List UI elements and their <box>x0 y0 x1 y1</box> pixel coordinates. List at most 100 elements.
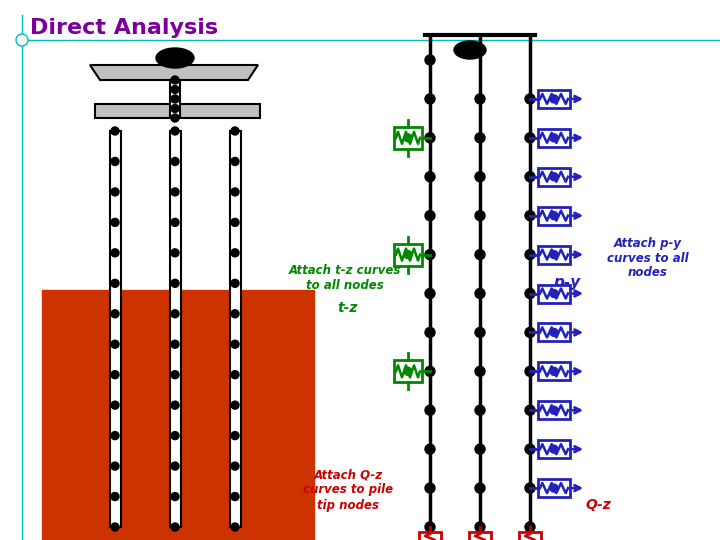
Bar <box>538 129 570 147</box>
Circle shape <box>550 95 558 103</box>
Circle shape <box>171 340 179 348</box>
Circle shape <box>550 173 558 181</box>
Bar <box>538 479 570 497</box>
Circle shape <box>111 127 119 135</box>
Circle shape <box>425 483 435 493</box>
Circle shape <box>111 401 119 409</box>
Text: Q-z: Q-z <box>585 498 611 512</box>
Text: p-y: p-y <box>553 274 580 289</box>
Circle shape <box>171 401 179 409</box>
Circle shape <box>425 366 435 376</box>
Circle shape <box>475 249 485 260</box>
Bar <box>394 244 422 266</box>
Bar <box>170 80 180 118</box>
Circle shape <box>231 188 239 196</box>
Circle shape <box>171 492 179 501</box>
Circle shape <box>425 133 435 143</box>
Bar <box>95 104 260 118</box>
Circle shape <box>550 134 558 142</box>
Circle shape <box>475 94 485 104</box>
Circle shape <box>171 431 179 440</box>
Circle shape <box>111 279 119 287</box>
Circle shape <box>525 172 535 182</box>
Circle shape <box>550 484 558 492</box>
Circle shape <box>231 127 239 135</box>
Circle shape <box>111 188 119 196</box>
Circle shape <box>231 401 239 409</box>
Ellipse shape <box>454 41 486 59</box>
Bar <box>394 360 422 382</box>
Circle shape <box>475 483 485 493</box>
Circle shape <box>171 76 179 84</box>
Circle shape <box>111 431 119 440</box>
Text: Attach Q-z
curves to pile
tip nodes: Attach Q-z curves to pile tip nodes <box>303 469 393 511</box>
Circle shape <box>231 523 239 531</box>
Bar <box>538 323 570 341</box>
Circle shape <box>16 34 28 46</box>
Circle shape <box>111 462 119 470</box>
Bar <box>538 401 570 419</box>
Circle shape <box>171 158 179 165</box>
Circle shape <box>171 127 179 135</box>
Bar <box>538 285 570 302</box>
Circle shape <box>475 211 485 221</box>
Circle shape <box>425 55 435 65</box>
Bar <box>538 362 570 380</box>
Circle shape <box>550 445 558 453</box>
Circle shape <box>525 94 535 104</box>
Circle shape <box>550 251 558 259</box>
Circle shape <box>231 431 239 440</box>
Circle shape <box>171 279 179 287</box>
Circle shape <box>475 522 485 532</box>
Circle shape <box>425 249 435 260</box>
Circle shape <box>111 370 119 379</box>
Circle shape <box>231 310 239 318</box>
Bar <box>42 290 314 540</box>
Circle shape <box>425 327 435 338</box>
Bar <box>538 246 570 264</box>
Bar <box>519 532 541 540</box>
Circle shape <box>404 134 412 142</box>
Circle shape <box>171 462 179 470</box>
Bar <box>230 131 240 527</box>
Circle shape <box>111 492 119 501</box>
Circle shape <box>525 249 535 260</box>
Bar <box>109 131 120 527</box>
Circle shape <box>525 366 535 376</box>
Circle shape <box>525 522 535 532</box>
Circle shape <box>475 172 485 182</box>
Circle shape <box>475 288 485 299</box>
Circle shape <box>171 370 179 379</box>
Circle shape <box>550 212 558 220</box>
Circle shape <box>475 366 485 376</box>
Circle shape <box>231 340 239 348</box>
Circle shape <box>475 327 485 338</box>
Circle shape <box>550 367 558 375</box>
Circle shape <box>425 522 435 532</box>
Circle shape <box>231 218 239 226</box>
Circle shape <box>525 405 535 415</box>
Circle shape <box>171 114 179 122</box>
Circle shape <box>525 133 535 143</box>
Circle shape <box>525 288 535 299</box>
Bar <box>538 168 570 186</box>
Circle shape <box>525 327 535 338</box>
Circle shape <box>231 279 239 287</box>
Circle shape <box>404 251 412 259</box>
Bar <box>538 440 570 458</box>
Circle shape <box>525 483 535 493</box>
Circle shape <box>425 405 435 415</box>
Circle shape <box>171 188 179 196</box>
Circle shape <box>111 340 119 348</box>
Circle shape <box>425 444 435 454</box>
Circle shape <box>111 158 119 165</box>
Circle shape <box>171 523 179 531</box>
Circle shape <box>231 462 239 470</box>
Circle shape <box>550 406 558 414</box>
Bar <box>538 90 570 108</box>
Circle shape <box>231 249 239 257</box>
Circle shape <box>525 211 535 221</box>
Circle shape <box>425 288 435 299</box>
Circle shape <box>111 249 119 257</box>
Text: Attach p-y
curves to all
nodes: Attach p-y curves to all nodes <box>607 237 689 280</box>
